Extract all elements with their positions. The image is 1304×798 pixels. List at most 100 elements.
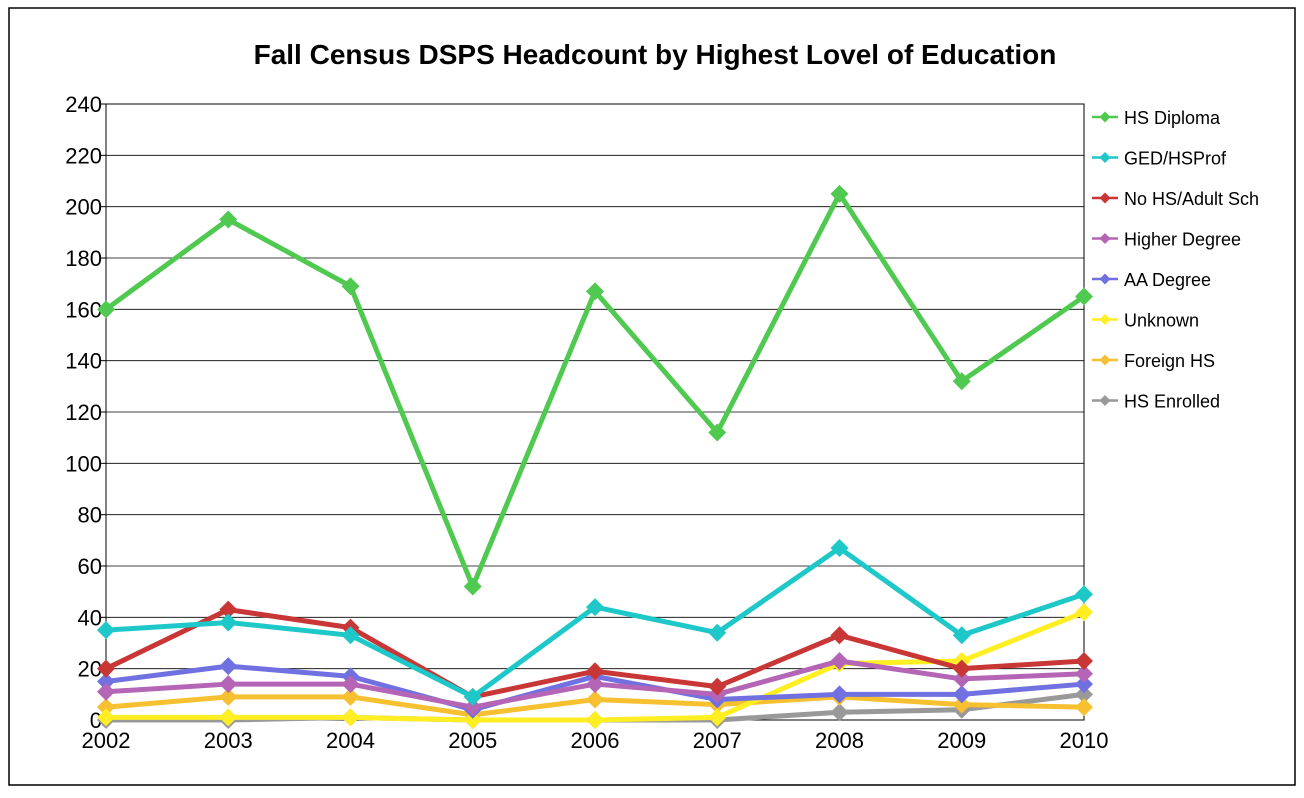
data-point <box>341 626 360 645</box>
y-tick-label: 0 <box>90 708 102 733</box>
y-tick-label: 120 <box>65 400 102 425</box>
data-point <box>830 626 849 645</box>
legend-label: No HS/Adult Sch <box>1124 189 1259 209</box>
data-point <box>952 372 971 391</box>
x-tick-label: 2005 <box>448 728 497 753</box>
data-point <box>1075 603 1093 622</box>
data-point <box>586 282 604 301</box>
data-point <box>708 677 727 696</box>
data-point <box>952 669 971 688</box>
series-unknown <box>97 603 1093 729</box>
data-point <box>463 687 482 706</box>
legend-label: Foreign HS <box>1124 351 1215 371</box>
data-point <box>1075 675 1093 694</box>
x-tick-label: 2007 <box>693 728 742 753</box>
data-point <box>586 662 604 681</box>
legend-marker <box>1099 233 1111 244</box>
legend-label: AA Degree <box>1124 270 1211 290</box>
data-point <box>97 659 115 678</box>
series-no-hs-adult-sch <box>97 600 1093 706</box>
series-higher-degree <box>97 651 1093 717</box>
data-point <box>97 682 115 701</box>
data-point <box>97 698 115 717</box>
x-tick-label: 2009 <box>937 728 986 753</box>
data-point <box>341 675 360 694</box>
data-point <box>219 675 238 694</box>
y-tick-label: 180 <box>65 246 102 271</box>
y-tick-label: 60 <box>78 554 102 579</box>
data-point <box>830 651 849 670</box>
legend-label: Higher Degree <box>1124 230 1241 250</box>
legend-label: GED/HSProf <box>1124 149 1227 169</box>
data-point <box>952 659 971 678</box>
y-tick-label: 140 <box>65 349 102 374</box>
data-point <box>97 621 115 640</box>
legend-item: HS Diploma <box>1092 108 1221 128</box>
legend-label: HS Diploma <box>1124 108 1221 128</box>
data-point <box>219 210 238 229</box>
legend-label: HS Enrolled <box>1124 392 1220 412</box>
data-point <box>952 626 971 645</box>
legend-label: Unknown <box>1124 311 1199 331</box>
series-hs-diploma <box>97 184 1093 596</box>
data-point <box>830 685 849 704</box>
y-tick-label: 160 <box>65 297 102 322</box>
y-tick-label: 40 <box>78 605 102 630</box>
data-point <box>97 672 115 691</box>
legend-marker <box>1099 192 1111 204</box>
legend-item: Foreign HS <box>1092 351 1215 371</box>
legend-marker <box>1099 314 1111 325</box>
data-point <box>463 698 482 717</box>
series-lines <box>97 184 1093 729</box>
y-tick-label: 220 <box>65 143 102 168</box>
series-ged-hsprof <box>97 539 1093 706</box>
data-point <box>586 690 604 709</box>
y-tick-label: 100 <box>65 451 102 476</box>
data-point <box>1075 664 1093 683</box>
data-point <box>463 711 482 729</box>
data-point <box>1075 698 1093 717</box>
legend-item: AA Degree <box>1092 270 1211 290</box>
x-axis-ticks: 2002 2003 2004 2005 2006 2007 2008 2009 2010 <box>82 728 1109 753</box>
legend-marker <box>1099 395 1111 406</box>
data-point <box>708 708 727 727</box>
data-point <box>219 708 238 727</box>
chart-title: Fall Census DSPS Headcount by Highest Lo… <box>254 39 1057 70</box>
data-point <box>97 300 115 319</box>
data-point <box>219 687 238 706</box>
legend-item: Higher Degree <box>1092 230 1241 250</box>
data-point <box>219 600 238 619</box>
data-point <box>219 613 238 632</box>
legend-marker <box>1099 354 1111 366</box>
data-point <box>341 708 360 727</box>
x-tick-label: 2003 <box>204 728 253 753</box>
x-tick-label: 2004 <box>326 728 375 753</box>
data-point <box>341 277 360 296</box>
y-tick-label: 240 <box>65 92 102 117</box>
data-point <box>952 695 971 714</box>
data-point <box>708 423 727 442</box>
y-tick-label: 80 <box>78 503 102 528</box>
data-point <box>1075 651 1093 670</box>
legend-item: Unknown <box>1092 311 1199 331</box>
data-point <box>708 623 727 642</box>
data-point <box>1075 685 1093 704</box>
data-point <box>830 703 849 722</box>
x-tick-label: 2010 <box>1060 728 1109 753</box>
data-point <box>1075 287 1093 306</box>
data-point <box>952 685 971 704</box>
data-point <box>97 708 115 727</box>
data-point <box>830 184 849 203</box>
x-tick-label: 2006 <box>571 728 620 753</box>
x-tick-label: 2002 <box>82 728 131 753</box>
legend-marker <box>1099 152 1111 163</box>
legend-item: No HS/Adult Sch <box>1092 189 1259 209</box>
data-point <box>219 657 238 676</box>
legend-item: GED/HSProf <box>1092 149 1227 169</box>
data-point <box>586 598 604 617</box>
data-point <box>463 577 482 596</box>
data-point <box>830 539 849 558</box>
legend-item: HS Enrolled <box>1092 392 1220 412</box>
